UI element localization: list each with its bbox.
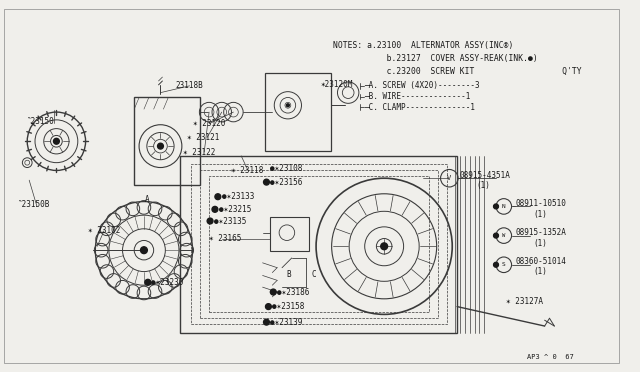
Text: C: C — [311, 270, 316, 279]
Text: ●✶23139: ●✶23139 — [270, 318, 303, 327]
Text: 08360-51014: 08360-51014 — [515, 257, 566, 266]
Circle shape — [141, 247, 147, 254]
Bar — [134, 97, 200, 185]
Circle shape — [493, 262, 499, 267]
Text: b.23127  COVER ASSY-REAK(INK.●): b.23127 COVER ASSY-REAK(INK.●) — [333, 54, 538, 63]
Text: ─A. SCREW (4X20)--------3: ─A. SCREW (4X20)--------3 — [364, 81, 479, 90]
Text: 23118B: 23118B — [175, 81, 203, 90]
Text: ●✶23108: ●✶23108 — [270, 164, 303, 173]
Text: ✶ 23118: ✶ 23118 — [232, 166, 264, 175]
Text: ✶23120M: ✶23120M — [321, 80, 353, 89]
Text: ●✶23135: ●✶23135 — [214, 217, 246, 225]
Text: ✶ 23102: ✶ 23102 — [88, 226, 120, 235]
Text: (1): (1) — [533, 239, 547, 248]
Circle shape — [207, 218, 213, 224]
Text: ●✶23230: ●✶23230 — [151, 278, 183, 287]
Text: c.23200  SCREW KIT                  Q'TY: c.23200 SCREW KIT Q'TY — [333, 67, 581, 76]
Circle shape — [493, 204, 499, 209]
Text: (1): (1) — [477, 180, 490, 189]
Bar — [270, 217, 309, 251]
Text: AP3 ^ 0  67: AP3 ^ 0 67 — [527, 354, 574, 360]
Text: ‶23150B: ‶23150B — [17, 200, 50, 209]
Circle shape — [264, 319, 269, 325]
Text: ✶ 23127A: ✶ 23127A — [506, 297, 543, 306]
Text: ●✶23156: ●✶23156 — [270, 177, 303, 187]
Bar — [191, 164, 447, 324]
Text: 08915-1352A: 08915-1352A — [515, 228, 566, 237]
Circle shape — [381, 243, 388, 250]
Text: ●✶23215: ●✶23215 — [219, 205, 251, 214]
Text: ✶ 23122: ✶ 23122 — [183, 147, 215, 157]
Text: ●✶23158: ●✶23158 — [272, 302, 305, 311]
Text: B: B — [286, 270, 291, 279]
Text: 08911-10510: 08911-10510 — [515, 199, 566, 208]
Circle shape — [266, 304, 271, 310]
Bar — [200, 170, 438, 318]
Bar — [180, 156, 457, 333]
Text: A: A — [145, 195, 150, 204]
Circle shape — [215, 194, 221, 200]
Circle shape — [264, 179, 269, 185]
Circle shape — [287, 104, 289, 107]
Circle shape — [145, 279, 151, 285]
Text: ─C. CLAMP--------------1: ─C. CLAMP--------------1 — [364, 103, 475, 112]
Circle shape — [157, 143, 163, 149]
Text: ✶ 23120: ✶ 23120 — [193, 119, 225, 128]
Circle shape — [493, 233, 499, 238]
Text: S: S — [502, 262, 506, 267]
Text: ●✶23133: ●✶23133 — [221, 192, 254, 201]
Text: NOTES: a.23100  ALTERNATOR ASSY(INC®): NOTES: a.23100 ALTERNATOR ASSY(INC®) — [333, 41, 513, 51]
Text: ✶ 23165: ✶ 23165 — [209, 234, 241, 243]
Bar — [209, 176, 429, 312]
Text: ‶23150: ‶23150 — [28, 117, 55, 126]
Text: N: N — [502, 204, 506, 209]
Circle shape — [270, 289, 276, 295]
Bar — [264, 73, 331, 151]
Text: (1): (1) — [533, 210, 547, 219]
Text: ✶ 23121: ✶ 23121 — [187, 133, 219, 142]
Circle shape — [54, 138, 60, 144]
Text: (1): (1) — [533, 267, 547, 276]
Circle shape — [212, 206, 218, 212]
Text: 08915-4351A: 08915-4351A — [459, 171, 510, 180]
Text: ─B. WIRE--------------1: ─B. WIRE--------------1 — [364, 92, 470, 101]
Text: ●✶23186: ●✶23186 — [277, 288, 310, 296]
Text: W: W — [502, 233, 506, 238]
Text: V: V — [447, 175, 451, 181]
